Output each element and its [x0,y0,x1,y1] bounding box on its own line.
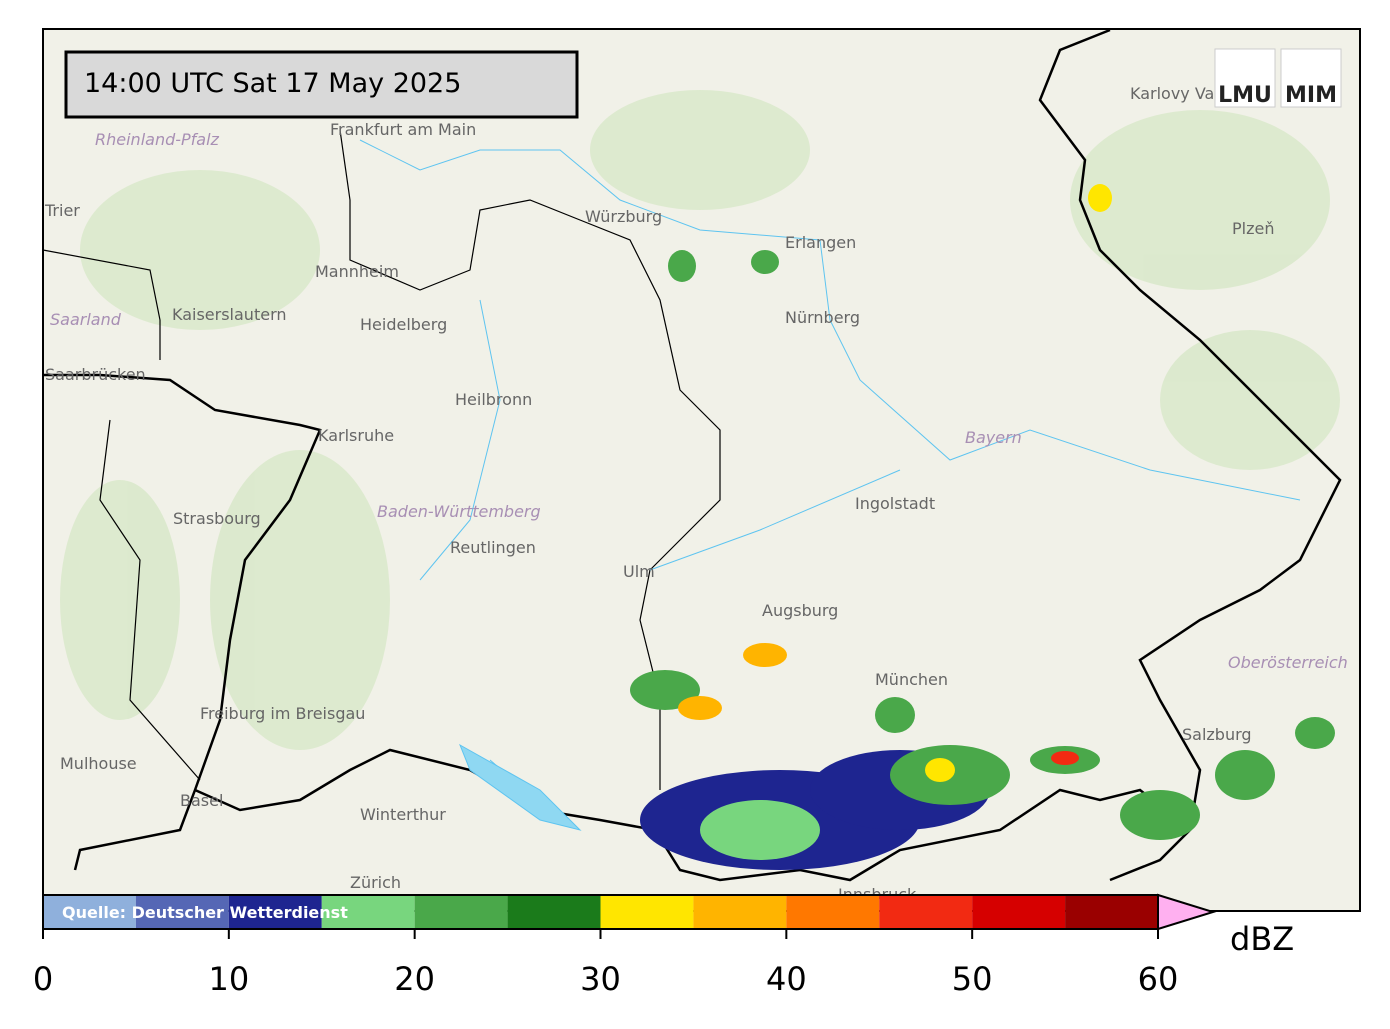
place-label: Karlovy Vary [1130,84,1230,103]
place-label: Nürnberg [785,308,860,327]
rivers [359,139,1301,831]
region-label: Saarland [50,310,122,329]
logo-box [1280,48,1342,108]
region-label: Rheinland-Pfalz [95,130,220,149]
timestamp-box [64,50,579,119]
colorbar-bin [507,895,601,929]
place-label: Saarbrücken [45,365,146,384]
place-label: Mannheim [315,262,399,281]
logo-text: MIM [1285,83,1337,108]
colorbar-bin [43,895,136,929]
place-label: Augsburg [762,601,838,620]
colorbar-label: dBZ [1230,920,1294,958]
place-label: Plzeň [1232,219,1274,238]
colorbar-bin [879,895,973,929]
logo-text: LMU [1218,83,1272,108]
tick-label: 20 [394,960,435,998]
place-label: Ingolstadt [855,494,935,513]
region-label: Baden-Württemberg [377,502,541,521]
tick-label: 60 [1138,960,1179,998]
place-label: München [875,670,948,689]
place-label: Trier [44,201,80,220]
place-label: Kaiserslautern [172,305,287,324]
tick-label: 10 [208,960,249,998]
place-label: Freiburg im Breisgau [200,704,365,723]
place-label: Heilbronn [455,390,532,409]
colorbar-bin [693,895,787,929]
place-label: Karlsruhe [318,426,394,445]
place-label: Heidelberg [360,315,447,334]
place-label: Frankfurt am Main [330,120,476,139]
tick-label: 0 [33,960,53,998]
colorbar-bin [135,895,229,929]
place-label: Reutlingen [450,538,536,557]
map: Frankfurt am Main Würzburg Erlangen Nürn… [42,28,1361,912]
colorbar-bin [600,895,694,929]
place-label: Salzburg [1182,725,1252,744]
place-label: Erlangen [785,233,856,252]
colorbar-bin [414,895,508,929]
place-label: Strasbourg [173,509,261,528]
source-label: Quelle: Deutscher Wetterdienst [62,903,348,922]
place-labels: Frankfurt am Main Würzburg Erlangen Nürn… [44,84,1348,904]
place-label: Winterthur [360,805,446,824]
tick-label: 40 [766,960,807,998]
place-label: Mulhouse [60,754,137,773]
radar-echoes [630,184,1335,870]
tick-label: 30 [580,960,621,998]
place-label: Ulm [623,562,655,581]
place-label: Basel [180,791,223,810]
logo-box [1214,48,1276,108]
colorbar: Quelle: Deutscher Wetterdienst 0 10 20 30 40 5… [33,893,1294,998]
borders [43,28,1342,882]
tick-label: 50 [952,960,993,998]
place-label: Würzburg [585,207,662,226]
state-borders [42,129,721,790]
colorbar-bin [972,895,1066,929]
timestamp: 14:00 UTC Sat 17 May 2025 [84,68,461,99]
colorbar-bin [1065,895,1158,929]
colorbar-bin [228,895,322,929]
region-label: Oberösterreich [1228,653,1348,672]
forest [60,90,1340,750]
colorbar-bin [786,895,880,929]
place-label: Zürich [350,873,401,892]
region-label: Bayern [965,428,1022,447]
colorbar-bin [321,895,415,929]
